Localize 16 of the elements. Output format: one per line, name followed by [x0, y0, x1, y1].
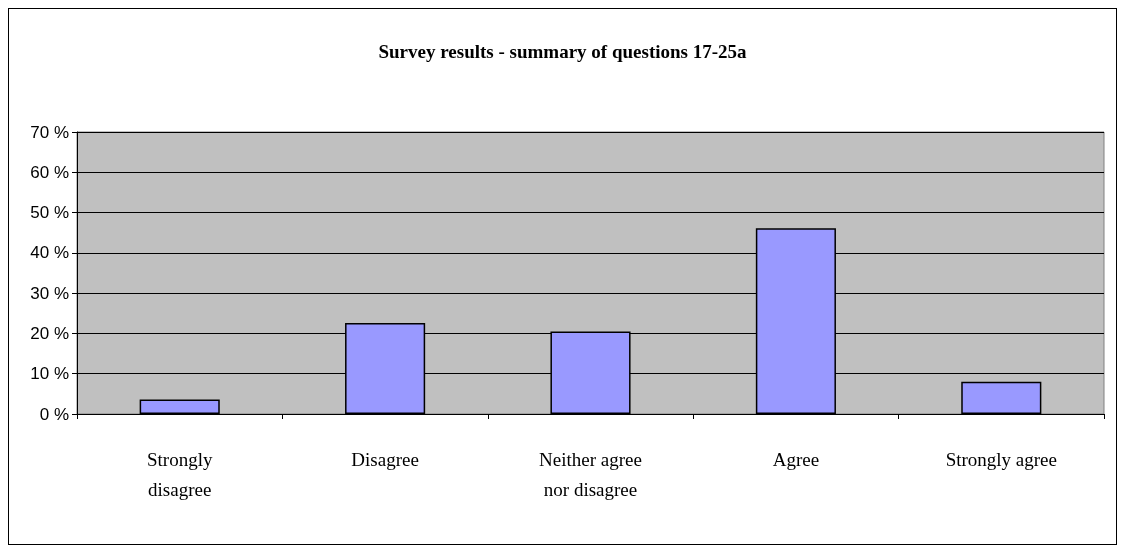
- x-tick-label: Agree: [772, 448, 820, 470]
- x-tick-label: Neither agree nor disagree: [539, 448, 642, 500]
- chart-title: Survey results - summary of questions 17-25a: [378, 41, 748, 62]
- x-tick-label: Strongly agree: [945, 448, 1057, 470]
- y-tick-label: 70 %: [30, 122, 69, 142]
- y-tick-label: 10 %: [30, 364, 69, 384]
- y-tick-label: 40 %: [30, 243, 69, 263]
- y-tick-label: 20 %: [30, 323, 69, 343]
- bar: [961, 381, 1042, 414]
- bar: [139, 399, 220, 414]
- y-tick-label: 60 %: [30, 162, 69, 182]
- y-tick-label: 30 %: [30, 283, 69, 303]
- y-tick-label: 0 %: [39, 404, 69, 424]
- y-tick-label: 50 %: [30, 203, 69, 223]
- x-tick-label: Strongly disagree: [146, 448, 213, 500]
- x-tick-label: Disagree: [351, 448, 419, 470]
